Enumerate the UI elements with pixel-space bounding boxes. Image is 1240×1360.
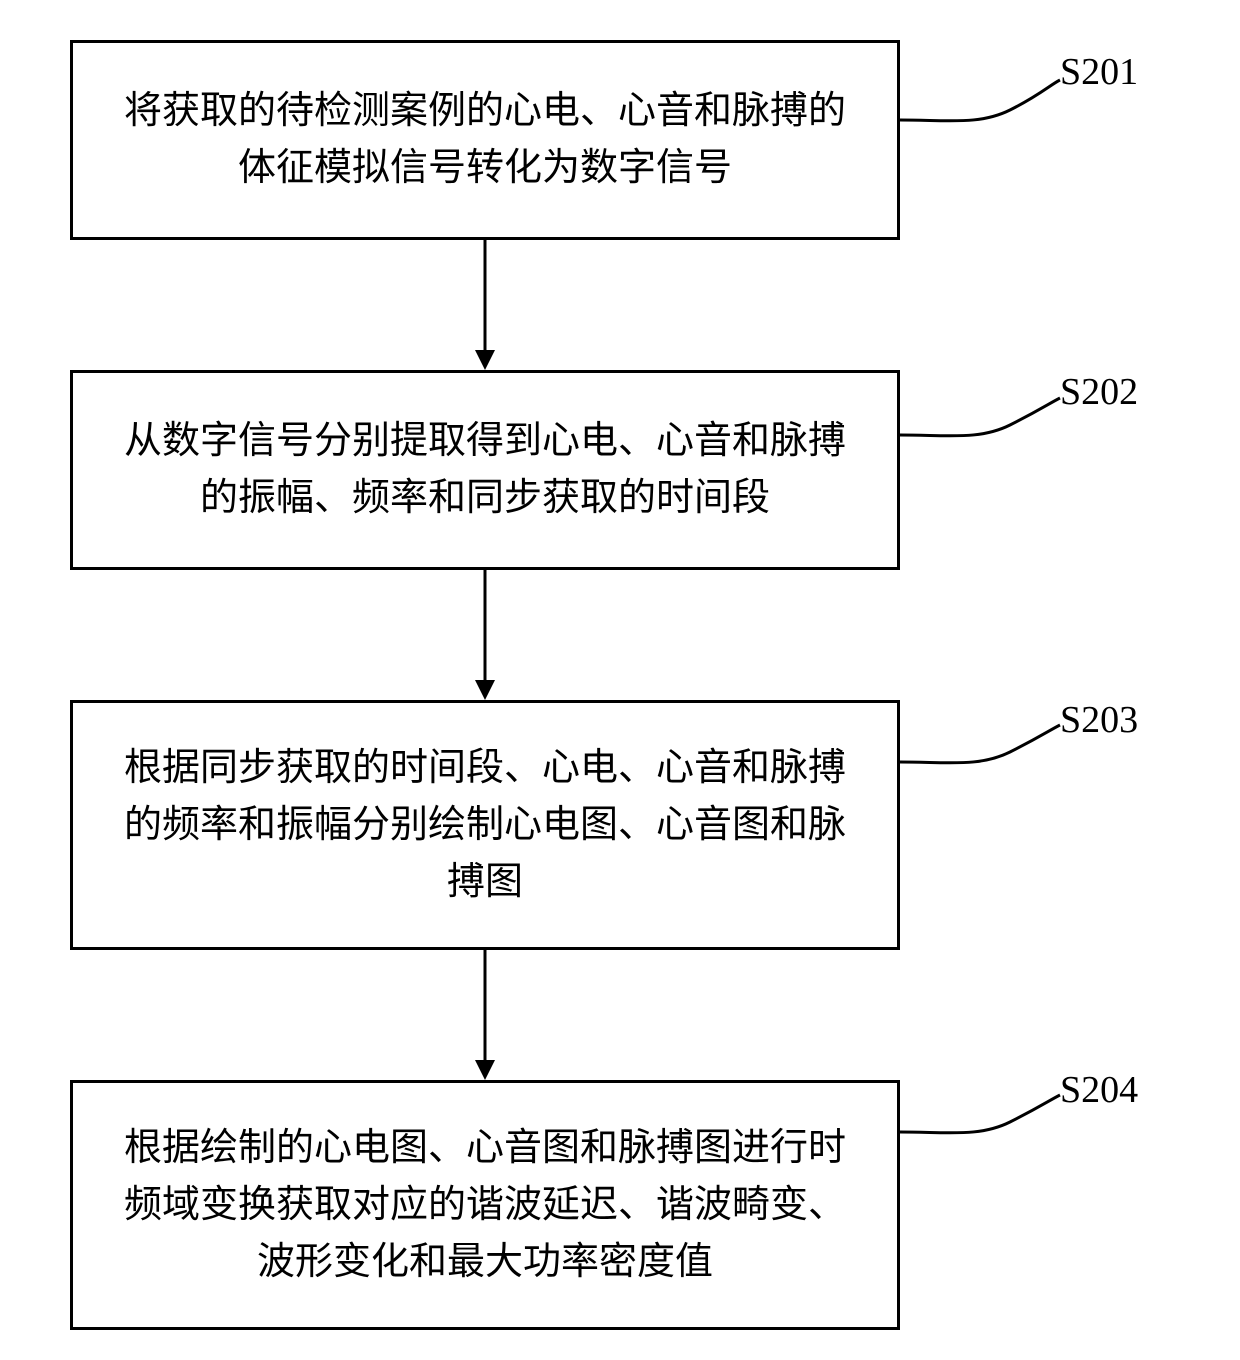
label-connector-3: [900, 722, 1060, 782]
flowchart-node-2: 从数字信号分别提取得到心电、心音和脉搏的振幅、频率和同步获取的时间段: [70, 370, 900, 570]
flowchart-node-3: 根据同步获取的时间段、心电、心音和脉搏的频率和振幅分别绘制心电图、心音图和脉搏图: [70, 700, 900, 950]
node-text: 将获取的待检测案例的心电、心音和脉搏的体征模拟信号转化为数字信号: [113, 83, 857, 197]
node-text: 根据同步获取的时间段、心电、心音和脉搏的频率和振幅分别绘制心电图、心音图和脉搏图: [113, 740, 857, 911]
flowchart-arrow-1-2: [470, 240, 500, 370]
step-label-4: S204: [1060, 1068, 1138, 1112]
step-label-2: S202: [1060, 370, 1138, 414]
node-text: 从数字信号分别提取得到心电、心音和脉搏的振幅、频率和同步获取的时间段: [113, 413, 857, 527]
label-connector-1: [900, 75, 1060, 135]
flowchart-canvas: 将获取的待检测案例的心电、心音和脉搏的体征模拟信号转化为数字信号 S201 从数…: [0, 0, 1240, 1360]
flowchart-arrow-3-4: [470, 950, 500, 1080]
node-text: 根据绘制的心电图、心音图和脉搏图进行时频域变换获取对应的谐波延迟、谐波畸变、波形…: [113, 1120, 857, 1291]
flowchart-node-1: 将获取的待检测案例的心电、心音和脉搏的体征模拟信号转化为数字信号: [70, 40, 900, 240]
label-connector-2: [900, 395, 1060, 455]
flowchart-arrow-2-3: [470, 570, 500, 700]
label-connector-4: [900, 1092, 1060, 1152]
step-label-3: S203: [1060, 698, 1138, 742]
flowchart-node-4: 根据绘制的心电图、心音图和脉搏图进行时频域变换获取对应的谐波延迟、谐波畸变、波形…: [70, 1080, 900, 1330]
step-label-1: S201: [1060, 50, 1138, 94]
